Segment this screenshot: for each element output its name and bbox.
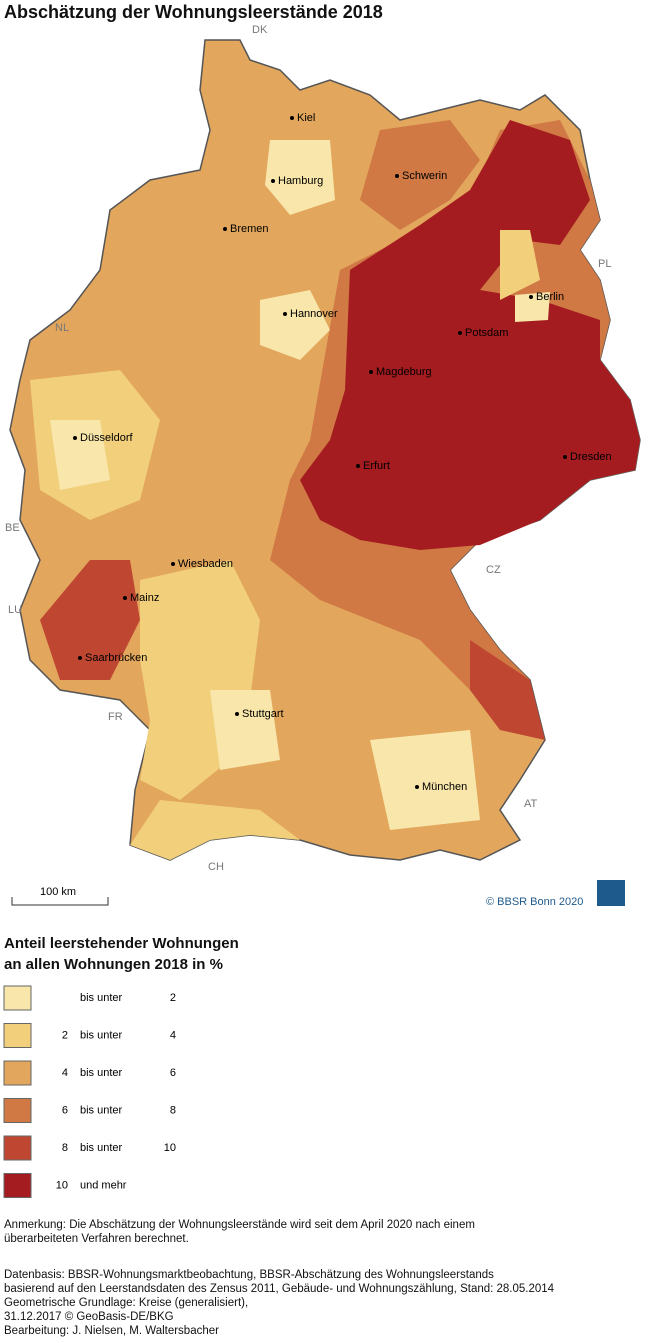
logo bbox=[597, 880, 625, 906]
country-label: CZ bbox=[486, 564, 501, 576]
legend-to: 2 bbox=[170, 992, 176, 1004]
region bbox=[300, 120, 640, 550]
legend-to: 6 bbox=[170, 1067, 176, 1079]
country-label: DK bbox=[252, 24, 268, 36]
note-line: Geometrische Grundlage: Kreise (generali… bbox=[4, 1297, 249, 1309]
city-label: Stuttgart bbox=[242, 708, 284, 720]
legend-swatch bbox=[3, 1173, 32, 1198]
scale-bar bbox=[11, 897, 109, 906]
legend-title-line: Anteil leerstehender Wohnungen bbox=[4, 935, 239, 952]
city-dot bbox=[395, 174, 399, 178]
map: DK PL NL BE LU FR CH AT CZ Kiel Hamburg … bbox=[5, 24, 641, 908]
copyright: © BBSR Bonn 2020 bbox=[486, 896, 583, 908]
country-label: FR bbox=[108, 711, 123, 723]
note-line: Anmerkung: Die Abschätzung der Wohnungsl… bbox=[4, 1219, 475, 1231]
region bbox=[370, 730, 480, 830]
region bbox=[515, 292, 550, 322]
city-dot bbox=[235, 712, 239, 716]
legend-swatch bbox=[3, 1023, 32, 1048]
note-line: Datenbasis: BBSR-Wohnungsmarktbeobachtun… bbox=[4, 1269, 494, 1281]
region bbox=[265, 140, 335, 215]
city-label: Hannover bbox=[290, 308, 338, 320]
country-label: BE bbox=[5, 522, 20, 534]
city-dot bbox=[290, 116, 294, 120]
legend-to: 4 bbox=[170, 1029, 176, 1041]
legend-text: bis unter bbox=[80, 992, 123, 1004]
city-dot bbox=[271, 179, 275, 183]
legend-text: bis unter bbox=[80, 1142, 123, 1154]
city-label: Saarbrücken bbox=[85, 652, 147, 664]
city-dot bbox=[369, 370, 373, 374]
scale-label: 100 km bbox=[40, 886, 76, 898]
city-dot bbox=[123, 596, 127, 600]
legend-to: 10 bbox=[164, 1142, 176, 1154]
legend-swatch bbox=[3, 1060, 32, 1086]
legend-text: bis unter bbox=[80, 1067, 123, 1079]
legend: bis unter 2 2 bis unter 4 4 bis unter 6 6 bis unt… bbox=[3, 985, 176, 1198]
region bbox=[260, 290, 330, 360]
city-label: Potsdam bbox=[465, 327, 508, 339]
city-label: Erfurt bbox=[363, 460, 390, 472]
legend-from: 4 bbox=[62, 1067, 68, 1079]
region bbox=[50, 420, 110, 490]
country-label: CH bbox=[208, 861, 224, 873]
legend-title-line: an allen Wohnungen 2018 in % bbox=[4, 956, 223, 973]
city-dot bbox=[356, 464, 360, 468]
note-line: überarbeiteten Verfahren berechnet. bbox=[4, 1233, 189, 1245]
country-label: NL bbox=[55, 322, 69, 334]
country-label: PL bbox=[598, 258, 611, 270]
legend-text: bis unter bbox=[80, 1104, 123, 1116]
country-label: AT bbox=[524, 798, 538, 810]
region bbox=[210, 690, 280, 770]
city-label: München bbox=[422, 781, 467, 793]
city-dot bbox=[283, 312, 287, 316]
city-label: Hamburg bbox=[278, 175, 323, 187]
remark: Anmerkung: Die Abschätzung der Wohnungsl… bbox=[4, 1218, 475, 1246]
region bbox=[360, 120, 480, 230]
legend-from: 2 bbox=[62, 1029, 68, 1041]
city-label: Schwerin bbox=[402, 170, 447, 182]
city-dot bbox=[458, 331, 462, 335]
city-label: Dresden bbox=[570, 451, 612, 463]
city-dot bbox=[171, 562, 175, 566]
legend-swatch bbox=[3, 1135, 32, 1161]
city-dot bbox=[415, 785, 419, 789]
city-label: Mainz bbox=[130, 592, 159, 604]
city-dot bbox=[78, 656, 82, 660]
city-label: Kiel bbox=[297, 112, 315, 124]
legend-to: 8 bbox=[170, 1104, 176, 1116]
city-dot bbox=[73, 436, 77, 440]
legend-text: bis unter bbox=[80, 1029, 123, 1041]
legend-text: und mehr bbox=[80, 1179, 127, 1191]
city-label: Düsseldorf bbox=[80, 432, 134, 444]
city-dot bbox=[223, 227, 227, 231]
legend-from: 6 bbox=[62, 1104, 68, 1116]
legend-from: 10 bbox=[56, 1179, 68, 1191]
country-label: LU bbox=[8, 604, 22, 616]
city-label: Magdeburg bbox=[376, 366, 432, 378]
city-dot bbox=[563, 455, 567, 459]
region bbox=[40, 560, 140, 680]
city-label: Bremen bbox=[230, 223, 269, 235]
legend-from: 8 bbox=[62, 1142, 68, 1154]
region bbox=[130, 800, 300, 860]
legend-title: Anteil leerstehender Wohnungen an allen W… bbox=[4, 933, 239, 975]
city-label: Wiesbaden bbox=[178, 558, 233, 570]
title: Abschätzung der Wohnungsleerstände 2018 bbox=[4, 2, 383, 22]
city-label: Berlin bbox=[536, 291, 564, 303]
region bbox=[500, 230, 540, 300]
city-dot bbox=[529, 295, 533, 299]
legend-swatch bbox=[3, 985, 32, 1011]
source: Datenbasis: BBSR-Wohnungsmarktbeobachtun… bbox=[4, 1268, 554, 1338]
note-line: 31.12.2017 © GeoBasis-DE/BKG bbox=[4, 1311, 174, 1323]
note-line: basierend auf den Leerstandsdaten des Ze… bbox=[4, 1283, 555, 1295]
legend-swatch bbox=[3, 1098, 32, 1123]
region bbox=[470, 640, 545, 740]
note-line: Bearbeitung: J. Nielsen, M. Waltersbache… bbox=[4, 1325, 219, 1337]
